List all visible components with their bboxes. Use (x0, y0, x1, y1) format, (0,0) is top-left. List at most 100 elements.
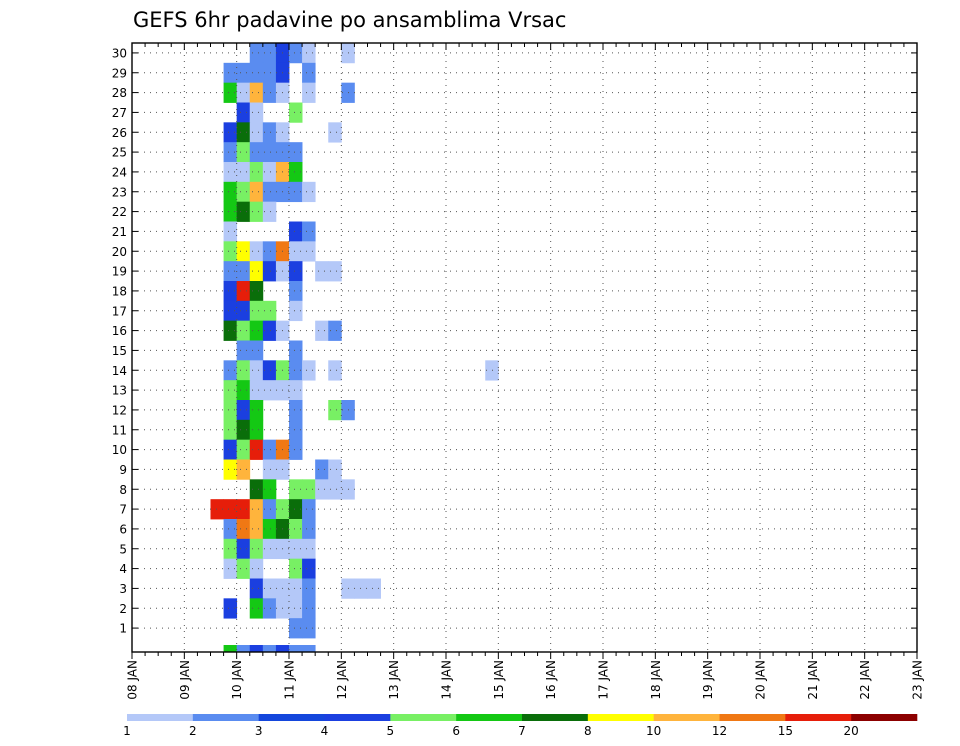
bottom-row-cell (302, 645, 316, 652)
heatmap-cell (289, 181, 303, 203)
heatmap-cell (249, 519, 264, 540)
heatmap-cell (262, 380, 277, 401)
colorbar-segment (127, 714, 194, 721)
heatmap-cell (249, 419, 264, 441)
heatmap-cell (262, 499, 277, 520)
heatmap-cell (289, 360, 303, 381)
heatmap-cell (223, 439, 238, 460)
heatmap-cell (223, 142, 238, 163)
heatmap-cell (249, 380, 264, 401)
y-tick-label: 13 (112, 384, 127, 398)
heatmap-cell (249, 479, 264, 500)
heatmap-cell (328, 459, 342, 480)
heatmap-cell (485, 360, 499, 381)
heatmap-cell (289, 558, 303, 579)
heatmap-cell (262, 479, 277, 500)
colorbar-label: 3 (255, 724, 263, 738)
x-tick-label: 09 JAN (178, 660, 192, 700)
y-tick-label: 17 (112, 304, 127, 318)
heatmap-cell (289, 400, 303, 421)
heatmap-cell (289, 380, 303, 401)
heatmap-cell (249, 261, 264, 282)
y-tick-label: 11 (112, 423, 127, 437)
heatmap-cell (249, 201, 264, 222)
colorbar-label: 12 (712, 724, 727, 738)
heatmap-cell (289, 281, 303, 302)
heatmap-cell (262, 162, 277, 183)
heatmap-cell (302, 181, 316, 203)
heatmap-cell (236, 82, 251, 103)
heatmap-cell (262, 201, 277, 222)
heatmap-cell (249, 320, 264, 341)
heatmap-cell (223, 281, 238, 302)
colorbar-segment (456, 714, 523, 721)
heatmap-cell (289, 519, 303, 540)
heatmap-cell (236, 261, 251, 282)
heatmap-cell (249, 300, 264, 322)
colorbar-segment (522, 714, 589, 721)
x-tick-label: 19 JAN (701, 660, 715, 700)
heatmap-cell (302, 558, 316, 579)
y-tick-label: 7 (119, 503, 127, 517)
heatmap-cell (315, 459, 329, 480)
y-tick-label: 12 (112, 403, 127, 417)
heatmap-cell (249, 499, 264, 520)
heatmap-cell (328, 479, 342, 500)
heatmap-cell (223, 261, 238, 282)
chart-title: GEFS 6hr padavine po ansamblima Vrsac (133, 8, 566, 32)
colorbar-segment (653, 714, 720, 721)
colorbar-segment (192, 714, 259, 721)
y-tick-label: 19 (112, 265, 127, 279)
heatmap-cell (302, 578, 316, 599)
y-tick-label: 15 (112, 344, 127, 358)
colorbar-label: 1 (123, 724, 131, 738)
heatmap-cell (223, 221, 238, 242)
heatmap-cell (328, 122, 342, 143)
bottom-row-cell (249, 645, 264, 652)
x-tick-label: 14 JAN (440, 660, 454, 700)
heatmap-cell (236, 400, 251, 421)
heatmap-cell (289, 419, 303, 441)
heatmap-cell (236, 380, 251, 401)
heatmap-cell (289, 261, 303, 282)
colorbar-segment (390, 714, 457, 721)
heatmap-cell (236, 439, 251, 460)
heatmap-cell (354, 578, 368, 599)
heatmap-cell (249, 558, 264, 579)
heatmap-cell (236, 281, 251, 302)
x-tick-label: 17 JAN (597, 660, 611, 700)
heatmap-cell (262, 439, 277, 460)
heatmap-cell (236, 320, 251, 341)
heatmap-cell (223, 499, 238, 520)
heatmap-cell (249, 181, 264, 203)
heatmap-cell (249, 43, 264, 64)
colorbar-label: 8 (584, 724, 592, 738)
y-tick-label: 1 (119, 622, 127, 636)
heatmap-cell (262, 300, 277, 322)
heatmap-cell (249, 598, 264, 619)
heatmap-cell (223, 419, 238, 441)
heatmap-cell (236, 162, 251, 183)
heatmap-cell (249, 578, 264, 599)
heatmap-cell (262, 538, 277, 560)
heatmap-cell (289, 479, 303, 500)
heatmap-cell (236, 538, 251, 560)
heatmap-cell (289, 162, 303, 183)
y-tick-label: 29 (112, 66, 127, 80)
heatmap-cell (262, 82, 277, 103)
x-tick-label: 21 JAN (806, 660, 820, 700)
heatmap-cell (249, 400, 264, 421)
heatmap-cell (223, 519, 238, 540)
heatmap-cell (302, 499, 316, 520)
heatmap-cell (262, 62, 277, 84)
heatmap-cell (223, 558, 238, 579)
heatmap-cell (249, 281, 264, 302)
heatmap-cell (302, 82, 316, 103)
colorbar-segment (719, 714, 786, 721)
heatmap-cell (262, 261, 277, 282)
heatmap-cell (315, 261, 329, 282)
heatmap-cell (289, 439, 303, 460)
heatmap-cell (289, 578, 303, 599)
